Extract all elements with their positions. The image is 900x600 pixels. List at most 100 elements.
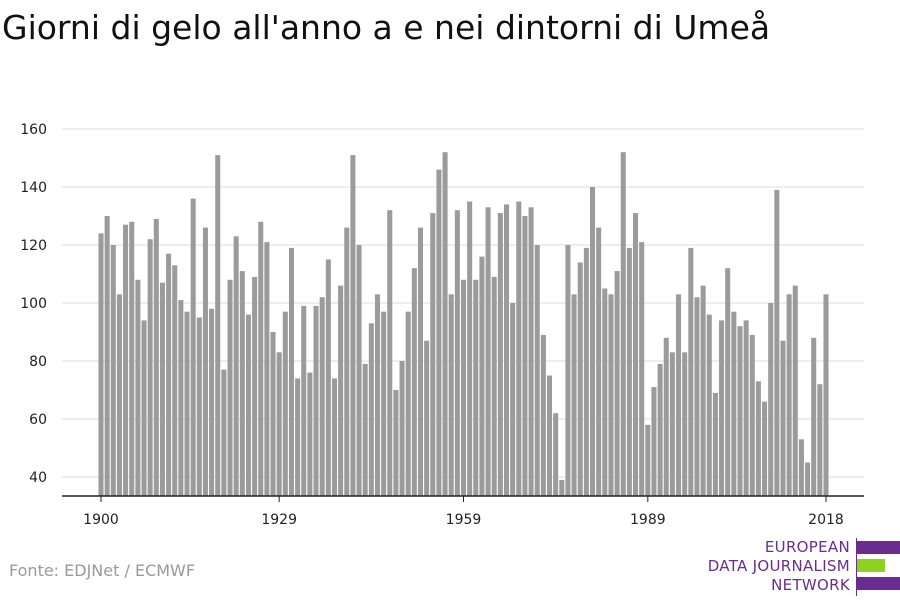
bar-1996: [688, 247, 694, 496]
bar-1991: [657, 363, 663, 496]
bar-2007: [755, 381, 761, 496]
bar-1968: [516, 201, 522, 496]
bar-2013: [792, 285, 798, 496]
bar-1998: [700, 285, 706, 496]
bar-1981: [596, 227, 602, 496]
bar-1922: [233, 236, 239, 497]
bar-1974: [553, 413, 559, 496]
bar-1961: [473, 279, 479, 496]
logo-line-1: EUROPEAN: [764, 538, 850, 556]
bar-1929: [276, 352, 282, 496]
bar-1983: [608, 294, 614, 496]
y-tick-label-140: 140: [20, 180, 47, 196]
logo-line-2: DATA JOURNALISM: [707, 557, 850, 575]
bar-2017: [817, 384, 823, 496]
bar-1919: [215, 155, 221, 496]
bar-1917: [202, 227, 208, 496]
y-tick-label-160: 160: [20, 122, 47, 138]
bar-1966: [503, 204, 510, 496]
bar-1999: [706, 314, 712, 496]
bar-1930: [282, 311, 288, 496]
bar-2015: [805, 462, 811, 496]
bar-1994: [676, 294, 682, 496]
bar-1978: [577, 262, 583, 496]
bar-1901: [104, 216, 110, 496]
bar-1943: [362, 363, 368, 496]
bar-1907: [141, 320, 147, 496]
bar-1982: [602, 288, 608, 496]
bar-1900: [98, 233, 104, 496]
bar-1985: [620, 152, 626, 496]
bar-2011: [780, 340, 786, 496]
bar-1964: [491, 276, 497, 496]
bar-2009: [768, 303, 774, 496]
bar-1976: [565, 245, 571, 496]
bar-1914: [184, 311, 190, 496]
bar-1916: [196, 317, 202, 496]
y-axis-tick-labels: 40 60 80 100 120 140 160: [20, 122, 47, 486]
bar-1920: [221, 369, 227, 496]
bar-1948: [393, 390, 399, 496]
bar-1936: [319, 297, 325, 496]
bar-1997: [694, 297, 700, 496]
bar-1987: [633, 213, 639, 496]
bar-1986: [626, 247, 632, 496]
bar-1925: [252, 276, 258, 496]
bar-1984: [614, 271, 620, 496]
bar-2001: [719, 320, 725, 496]
bar-1953: [424, 340, 430, 496]
bar-1941: [350, 155, 356, 496]
edjnet-logo: EUROPEAN DATA JOURNALISM NETWORK: [700, 538, 900, 596]
bar-1947: [387, 210, 393, 496]
bar-1912: [172, 265, 178, 496]
bar-1944: [368, 323, 374, 496]
bar-2008: [762, 401, 768, 496]
bar-1946: [381, 311, 387, 496]
bar-2016: [811, 337, 817, 496]
bar-1918: [209, 308, 215, 496]
bar-1903: [116, 294, 122, 496]
bar-1950: [405, 311, 411, 496]
y-tick-label-60: 60: [29, 412, 47, 428]
bar-1973: [546, 375, 553, 496]
bar-1972: [540, 334, 546, 496]
source-note: Fonte: EDJNet / ECMWF: [9, 561, 196, 580]
bar-1988: [639, 242, 645, 496]
bar-1954: [430, 213, 436, 496]
x-tick-label-1929: 1929: [261, 512, 297, 528]
bar-2003: [731, 311, 737, 496]
x-tick-label-2018: 2018: [808, 512, 844, 528]
bar-1933: [301, 305, 307, 496]
bar-1993: [669, 352, 675, 496]
bar-1915: [190, 198, 196, 496]
y-tick-label-80: 80: [29, 354, 47, 370]
logo-bar-purple-top: [857, 541, 900, 554]
bar-1962: [479, 256, 485, 496]
bar-1937: [325, 259, 331, 496]
bar-2002: [725, 268, 731, 496]
bar-1932: [295, 378, 301, 496]
bar-1960: [467, 201, 473, 496]
bar-1945: [374, 294, 381, 496]
bar-1990: [651, 387, 657, 496]
bar-2000: [712, 392, 718, 496]
x-tick-label-1900: 1900: [83, 512, 119, 528]
bar-1902: [110, 245, 116, 496]
bar-1906: [135, 279, 141, 496]
bar-1979: [583, 247, 589, 496]
logo-divider: [856, 538, 857, 596]
bar-1905: [129, 221, 135, 497]
bar-1992: [663, 337, 669, 496]
x-tick-label-1959: 1959: [446, 512, 482, 528]
bar-1940: [344, 227, 350, 496]
bar-1942: [356, 245, 362, 496]
bar-1969: [522, 216, 528, 496]
bar-1965: [497, 213, 503, 496]
bar-1967: [510, 303, 516, 496]
x-axis: 1900 1929 1959 1989 2018: [62, 495, 864, 528]
bar-1921: [227, 279, 233, 496]
bar-1952: [417, 227, 424, 496]
bar-1939: [338, 285, 344, 496]
logo-bar-purple-bottom: [857, 577, 900, 590]
